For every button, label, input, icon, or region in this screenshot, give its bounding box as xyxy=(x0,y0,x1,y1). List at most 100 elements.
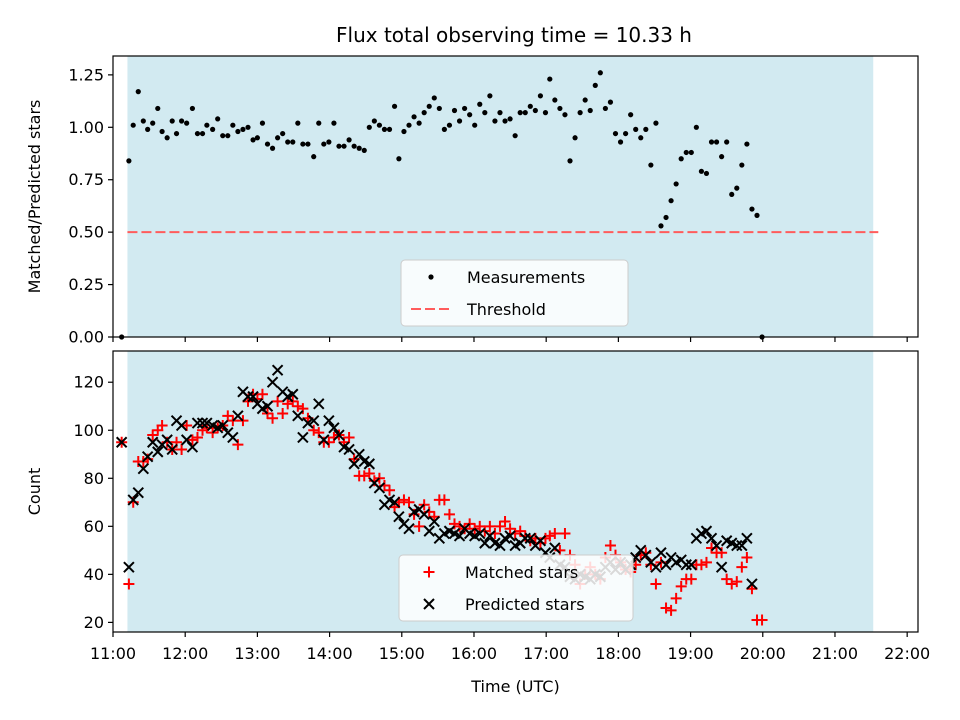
matched-star-point xyxy=(313,427,325,439)
predicted-star-point xyxy=(175,419,188,432)
matched-star-point xyxy=(343,431,355,443)
matched-star-point xyxy=(147,429,159,441)
matched-star-point xyxy=(544,530,556,542)
measurement-point xyxy=(240,126,246,132)
predicted-star-point xyxy=(232,410,244,422)
predicted-star-point xyxy=(292,410,304,422)
matched-star-point xyxy=(398,494,410,506)
measurement-point xyxy=(290,139,296,145)
y-tick-label: 1.00 xyxy=(68,118,104,137)
measurement-point xyxy=(269,145,276,151)
matched-star-point xyxy=(700,556,712,568)
matched-star-point xyxy=(308,424,320,436)
measurement-point xyxy=(411,114,417,120)
predicted-star-point xyxy=(710,539,723,552)
matched-star-point xyxy=(384,484,396,496)
measurement-point xyxy=(512,133,518,139)
predicted-star-point xyxy=(297,431,309,444)
y-tick-label: 0.00 xyxy=(68,328,104,347)
legend: Measurements Threshold xyxy=(400,259,629,327)
predicted-star-point xyxy=(137,462,150,475)
measurement-point xyxy=(719,154,725,160)
matched-star-point xyxy=(695,559,707,571)
predicted-star-point xyxy=(428,515,440,528)
matched-star-point xyxy=(559,528,571,540)
measurement-point xyxy=(502,118,508,124)
measurement-point xyxy=(477,101,483,107)
measurement-point xyxy=(426,103,432,109)
measurement-point xyxy=(173,130,180,137)
legend-box xyxy=(400,259,629,327)
matched-star-point xyxy=(267,412,279,424)
measurement-point xyxy=(547,76,553,82)
predicted-star-point xyxy=(186,441,199,453)
matched-star-point xyxy=(726,578,738,590)
predicted-star-point xyxy=(201,417,213,429)
measurement-point xyxy=(557,105,563,112)
matched-star-point xyxy=(499,516,511,528)
measurement-point xyxy=(643,126,649,132)
measurement-point xyxy=(316,120,322,126)
measurement-point xyxy=(300,141,306,147)
matched-star-point xyxy=(191,431,203,443)
measurement-point xyxy=(472,122,478,128)
measurement-point xyxy=(446,122,453,128)
measurement-point xyxy=(592,82,598,88)
measurement-point xyxy=(135,89,141,95)
predicted-star-point xyxy=(348,458,360,470)
matched-star-point xyxy=(222,410,234,422)
legend-marker-predicted xyxy=(423,598,435,610)
measurement-point xyxy=(130,122,136,128)
measurement-point xyxy=(693,124,699,130)
predicted-star-point xyxy=(191,417,204,429)
measurement-point xyxy=(522,110,528,116)
measurement-point xyxy=(416,120,422,126)
measurement-point xyxy=(638,135,644,141)
measurement-point xyxy=(462,105,468,112)
x-tick-label: 18:00 xyxy=(595,644,641,663)
predicted-star-point xyxy=(736,539,748,552)
measurement-point xyxy=(194,130,201,137)
predicted-star-point xyxy=(180,434,193,446)
measurement-point xyxy=(587,107,593,114)
matched-star-point xyxy=(665,604,677,616)
predicted-star-point xyxy=(308,414,320,427)
axes-frame xyxy=(112,55,919,338)
measurement-point xyxy=(542,110,549,116)
y-tick-label: 60 xyxy=(84,517,104,536)
measurement-point xyxy=(321,141,327,147)
measurement-point xyxy=(225,133,231,139)
measurement-point xyxy=(612,130,619,137)
legend-label: Measurements xyxy=(467,268,585,287)
measurement-point xyxy=(366,124,372,130)
predicted-star-point xyxy=(313,398,325,410)
matched-star-point xyxy=(186,434,198,446)
measurement-point xyxy=(708,139,715,145)
measurement-point xyxy=(178,118,185,124)
measurement-point xyxy=(582,97,588,103)
measurement-point xyxy=(648,162,654,168)
measurement-point xyxy=(169,118,175,124)
predicted-star-point xyxy=(115,436,128,448)
matched-star-point xyxy=(514,525,526,537)
measurement-point xyxy=(567,158,573,164)
measurement-point xyxy=(633,126,639,132)
measurement-point xyxy=(623,130,629,137)
legend-label: Matched stars xyxy=(465,563,578,582)
matched-star-point xyxy=(403,496,415,508)
top-panel-ratio: 0.00 0.25 0.50 0.75 1.00 1.25 Matched/Predicte… xyxy=(25,55,919,347)
measurement-point xyxy=(703,170,710,177)
predicted-star-point xyxy=(650,561,662,573)
predicted-star-point xyxy=(328,422,340,434)
measurement-point xyxy=(230,122,236,128)
measurement-point xyxy=(150,120,156,126)
measurement-point xyxy=(210,126,216,132)
measurement-point xyxy=(713,139,720,145)
predicted-star-point xyxy=(266,376,279,388)
predicted-star-point xyxy=(373,482,386,494)
x-tick-label: 16:00 xyxy=(451,644,497,663)
measurement-point xyxy=(199,130,206,137)
predicted-star-point xyxy=(494,539,506,552)
matched-star-point xyxy=(156,419,168,431)
measurement-point xyxy=(492,118,498,124)
